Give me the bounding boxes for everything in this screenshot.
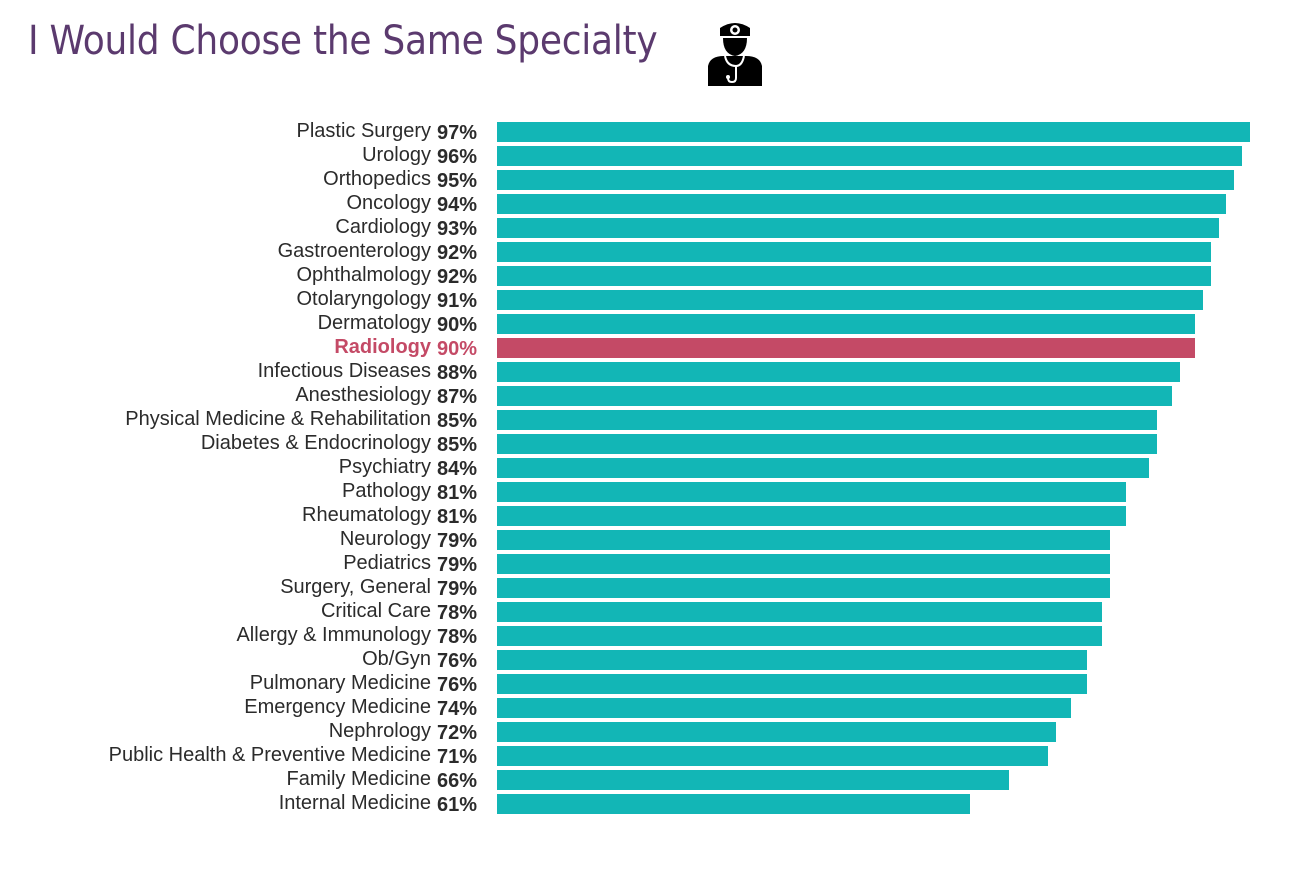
bar <box>497 482 1126 502</box>
category-label: Ob/Gyn <box>362 648 431 670</box>
bar <box>497 458 1149 478</box>
bar <box>497 698 1072 718</box>
data-label: 95% <box>437 170 478 192</box>
doctor-stethoscope-icon <box>708 23 762 86</box>
data-label: 78% <box>437 602 478 624</box>
data-label: 85% <box>437 434 478 456</box>
category-label: Infectious Diseases <box>257 360 431 382</box>
category-label: Gastroenterology <box>277 240 431 262</box>
bar <box>497 362 1180 382</box>
category-label: Plastic Surgery <box>296 120 432 142</box>
category-label: Neurology <box>339 528 431 550</box>
chart-title: I Would Choose the Same Specialty <box>28 18 658 64</box>
bar <box>497 602 1103 622</box>
category-label: Emergency Medicine <box>244 696 431 718</box>
category-label: Pulmonary Medicine <box>249 672 431 694</box>
bar <box>497 434 1157 454</box>
data-label: 61% <box>437 794 478 816</box>
bar <box>497 290 1204 310</box>
category-label: Public Health & Preventive Medicine <box>108 744 431 766</box>
category-label: Cardiology <box>335 216 431 238</box>
data-label: 87% <box>437 386 478 408</box>
category-label: Ophthalmology <box>296 264 431 286</box>
bar <box>497 314 1196 334</box>
category-label: Dermatology <box>317 312 431 334</box>
bar <box>497 722 1056 742</box>
category-label: Critical Care <box>320 600 431 622</box>
bar <box>497 650 1087 670</box>
category-label: Urology <box>362 144 431 166</box>
data-label: 79% <box>437 530 478 552</box>
category-label: Physical Medicine & Rehabilitation <box>125 408 431 430</box>
bar <box>497 674 1087 694</box>
data-label: 93% <box>437 218 478 240</box>
data-label: 81% <box>437 506 478 528</box>
data-label: 74% <box>437 698 478 720</box>
category-label: Orthopedics <box>323 168 431 190</box>
category-label: Oncology <box>346 192 432 214</box>
bar <box>497 386 1173 406</box>
category-label: Rheumatology <box>302 504 431 526</box>
category-label: Surgery, General <box>280 576 431 598</box>
data-label: 90% <box>437 314 478 336</box>
category-label: Allergy & Immunology <box>236 624 431 646</box>
category-label: Radiology <box>334 336 431 358</box>
data-label: 76% <box>437 650 478 672</box>
category-label: Pathology <box>342 480 431 502</box>
bar <box>497 506 1126 526</box>
data-label: 66% <box>437 770 478 792</box>
data-label: 92% <box>437 242 478 264</box>
category-label: Anesthesiology <box>295 384 431 406</box>
bar <box>497 218 1219 238</box>
bar <box>497 242 1211 262</box>
data-label: 81% <box>437 482 478 504</box>
bar <box>497 170 1235 190</box>
bar <box>497 746 1048 766</box>
data-label: 76% <box>437 674 478 696</box>
data-label: 85% <box>437 410 478 432</box>
data-label: 78% <box>437 626 478 648</box>
category-label: Nephrology <box>328 720 431 742</box>
data-label: 91% <box>437 290 478 312</box>
bar <box>497 794 971 814</box>
category-label: Psychiatry <box>338 456 431 478</box>
data-label: 79% <box>437 554 478 576</box>
bar <box>497 266 1211 286</box>
data-label: 84% <box>437 458 478 480</box>
data-label: 71% <box>437 746 478 768</box>
bar <box>497 122 1250 142</box>
data-label: 96% <box>437 146 478 168</box>
category-label: Diabetes & Endocrinology <box>200 432 431 454</box>
category-label: Pediatrics <box>343 552 431 574</box>
bar <box>497 626 1103 646</box>
data-label: 92% <box>437 266 478 288</box>
bar <box>497 338 1196 358</box>
data-label: 79% <box>437 578 478 600</box>
bar <box>497 530 1111 550</box>
category-label: Otolaryngology <box>296 288 431 310</box>
data-label: 72% <box>437 722 478 744</box>
category-label: Family Medicine <box>286 768 431 790</box>
bar <box>497 578 1111 598</box>
data-label: 88% <box>437 362 478 384</box>
data-label: 97% <box>437 122 478 144</box>
category-label: Internal Medicine <box>278 792 431 814</box>
bar <box>497 146 1242 166</box>
bar <box>497 770 1010 790</box>
bar <box>497 410 1157 430</box>
data-label: 94% <box>437 194 478 216</box>
data-label: 90% <box>437 338 478 360</box>
bar <box>497 554 1111 574</box>
bar <box>497 194 1227 214</box>
